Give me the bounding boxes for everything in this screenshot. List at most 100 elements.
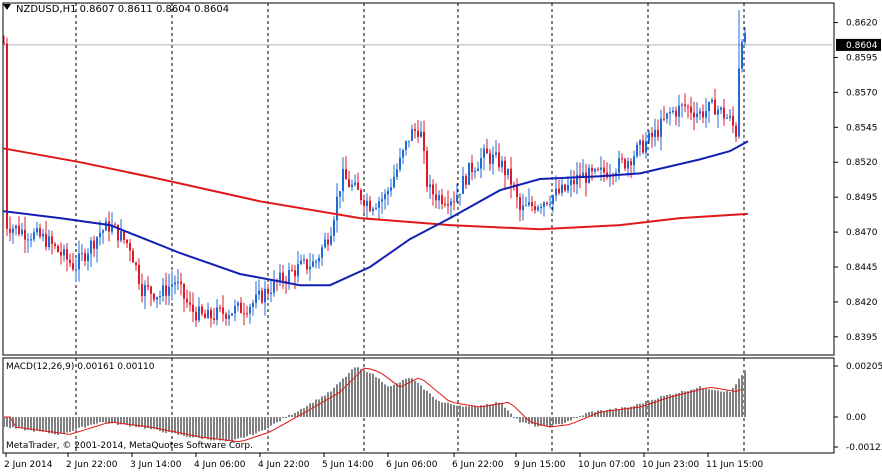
- candle-body: [372, 208, 374, 212]
- macd-bar: [582, 415, 584, 417]
- macd-bar: [249, 417, 251, 435]
- candle-body: [126, 239, 128, 244]
- candle-body: [261, 290, 263, 303]
- main-pane-border: [2, 2, 835, 356]
- macd-bar: [669, 394, 671, 417]
- macd-bar: [444, 402, 446, 417]
- time-tick-label: 11 Jun 15:00: [706, 460, 763, 470]
- macd-bar: [174, 417, 176, 434]
- candle-body: [738, 68, 740, 137]
- macd-bar: [456, 405, 458, 417]
- candle-body: [147, 285, 149, 287]
- macd-bar: [642, 403, 644, 417]
- macd-bar: [651, 399, 653, 417]
- macd-bar: [339, 382, 341, 417]
- price-tick-label: 0.8495: [846, 193, 878, 203]
- candle-body: [351, 184, 353, 187]
- macd-bar: [315, 399, 317, 417]
- macd-bar: [300, 408, 302, 417]
- candle-body: [297, 264, 299, 277]
- macd-bar: [516, 417, 518, 419]
- macd-bar: [333, 387, 335, 417]
- macd-bar: [48, 417, 50, 434]
- price-tick-label: 0.8620: [846, 19, 878, 29]
- macd-bar: [435, 399, 437, 417]
- macd-bar: [9, 417, 11, 429]
- candle-body: [27, 239, 29, 241]
- macd-bar: [228, 417, 230, 441]
- macd-tick-label: 0.00205: [846, 362, 882, 372]
- macd-tick-label: 0.00: [846, 413, 866, 423]
- macd-bar: [411, 378, 413, 417]
- macd-bar: [741, 375, 743, 417]
- candle-body: [651, 132, 653, 137]
- macd-bar: [294, 412, 296, 417]
- macd-bar: [723, 391, 725, 417]
- candle-body: [369, 200, 371, 212]
- chart-menu-arrow-icon[interactable]: [3, 4, 11, 10]
- candle-body: [468, 162, 470, 185]
- price-tick-label: 0.8570: [846, 88, 878, 98]
- macd-bar: [483, 405, 485, 417]
- macd-bar: [183, 417, 185, 436]
- macd-bar: [699, 386, 701, 417]
- candle-body: [507, 168, 509, 176]
- macd-bar: [90, 417, 92, 425]
- macd-bar: [636, 404, 638, 417]
- candle-body: [483, 148, 485, 158]
- candle-body: [477, 168, 479, 171]
- macd-bar: [234, 417, 236, 440]
- macd-bar: [273, 417, 275, 424]
- macd-bar: [438, 401, 440, 417]
- macd-bar: [60, 417, 62, 434]
- candle-body: [489, 153, 491, 164]
- candle-body: [714, 99, 716, 115]
- candle-body: [630, 161, 632, 165]
- candle-body: [102, 230, 104, 233]
- macd-bar: [492, 404, 494, 417]
- macd-bar: [621, 407, 623, 417]
- macd-bar: [423, 389, 425, 417]
- price-tick-label: 0.8445: [846, 263, 878, 273]
- macd-bar: [498, 402, 500, 417]
- macd-bar: [645, 400, 647, 417]
- candle-body: [678, 105, 680, 117]
- candle-body: [387, 190, 389, 195]
- candle-body: [156, 297, 158, 300]
- candle-body: [273, 280, 275, 293]
- macd-bar: [237, 417, 239, 439]
- macd-bar: [153, 417, 155, 429]
- candle-body: [63, 249, 65, 256]
- macd-bar: [198, 417, 200, 438]
- candle-body: [294, 270, 296, 277]
- candle-body: [240, 302, 242, 314]
- macd-bar: [420, 385, 422, 417]
- macd-bar: [585, 413, 587, 417]
- macd-bar: [330, 391, 332, 417]
- candle-body: [573, 179, 575, 185]
- macd-bar: [291, 414, 293, 417]
- candle-body: [669, 112, 671, 114]
- macd-bar: [111, 417, 113, 424]
- macd-bar: [102, 417, 104, 423]
- macd-bar: [552, 417, 554, 425]
- candle-body: [132, 250, 134, 263]
- candle-body: [81, 253, 83, 255]
- candle-body: [384, 194, 386, 200]
- candle-body: [270, 292, 272, 294]
- candle-body: [342, 168, 344, 192]
- candle-body: [570, 179, 572, 186]
- macd-bar: [660, 396, 662, 417]
- candle-body: [519, 197, 521, 211]
- time-tick-label: 10 Jun 07:00: [578, 460, 635, 470]
- candle-body: [567, 185, 569, 191]
- macd-bar: [165, 417, 167, 433]
- candle-body: [255, 294, 257, 303]
- macd-bar: [123, 417, 125, 425]
- candle-body: [324, 239, 326, 248]
- macd-bar: [579, 415, 581, 417]
- candle-body: [3, 43, 5, 45]
- macd-bar: [57, 417, 59, 435]
